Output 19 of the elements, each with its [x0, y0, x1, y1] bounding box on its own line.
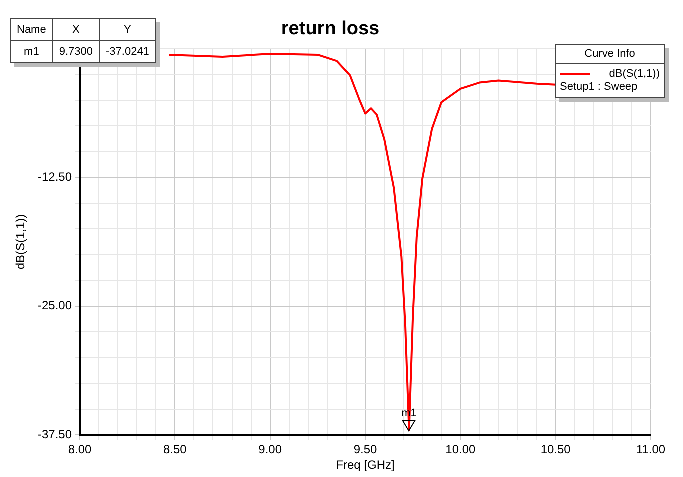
chart-title: return loss	[281, 18, 380, 40]
annotation: Setup1 : Sweep	[559, 80, 639, 95]
x-tick-label: 10.00	[446, 442, 476, 457]
x-tick-label: 9.50	[354, 442, 378, 457]
x-tick-label: 9.00	[258, 442, 282, 457]
x-tick-label: 11.00	[636, 442, 666, 457]
x-axis-title: Freq [GHz]	[336, 458, 395, 472]
x-tick-label: 8.00	[68, 442, 92, 457]
x-tick-label: 10.50	[540, 442, 572, 457]
y-tick-label: -12.50	[38, 170, 72, 184]
legend-title: Curve Info	[556, 45, 664, 64]
y-tick-label: -25.00	[38, 298, 72, 313]
legend-label: dB(S(1,1))	[609, 68, 660, 80]
x-tick-label: 8.50	[163, 442, 188, 457]
marker-table: Name X Y m1 9.7300 -37.0241	[10, 18, 156, 63]
annotation: 9.7300	[52, 40, 100, 62]
y-axis-title: dB(S(1,1))	[14, 214, 28, 270]
y-tick-label: -37.50	[38, 428, 72, 442]
annotation: -37.0241	[100, 40, 156, 62]
